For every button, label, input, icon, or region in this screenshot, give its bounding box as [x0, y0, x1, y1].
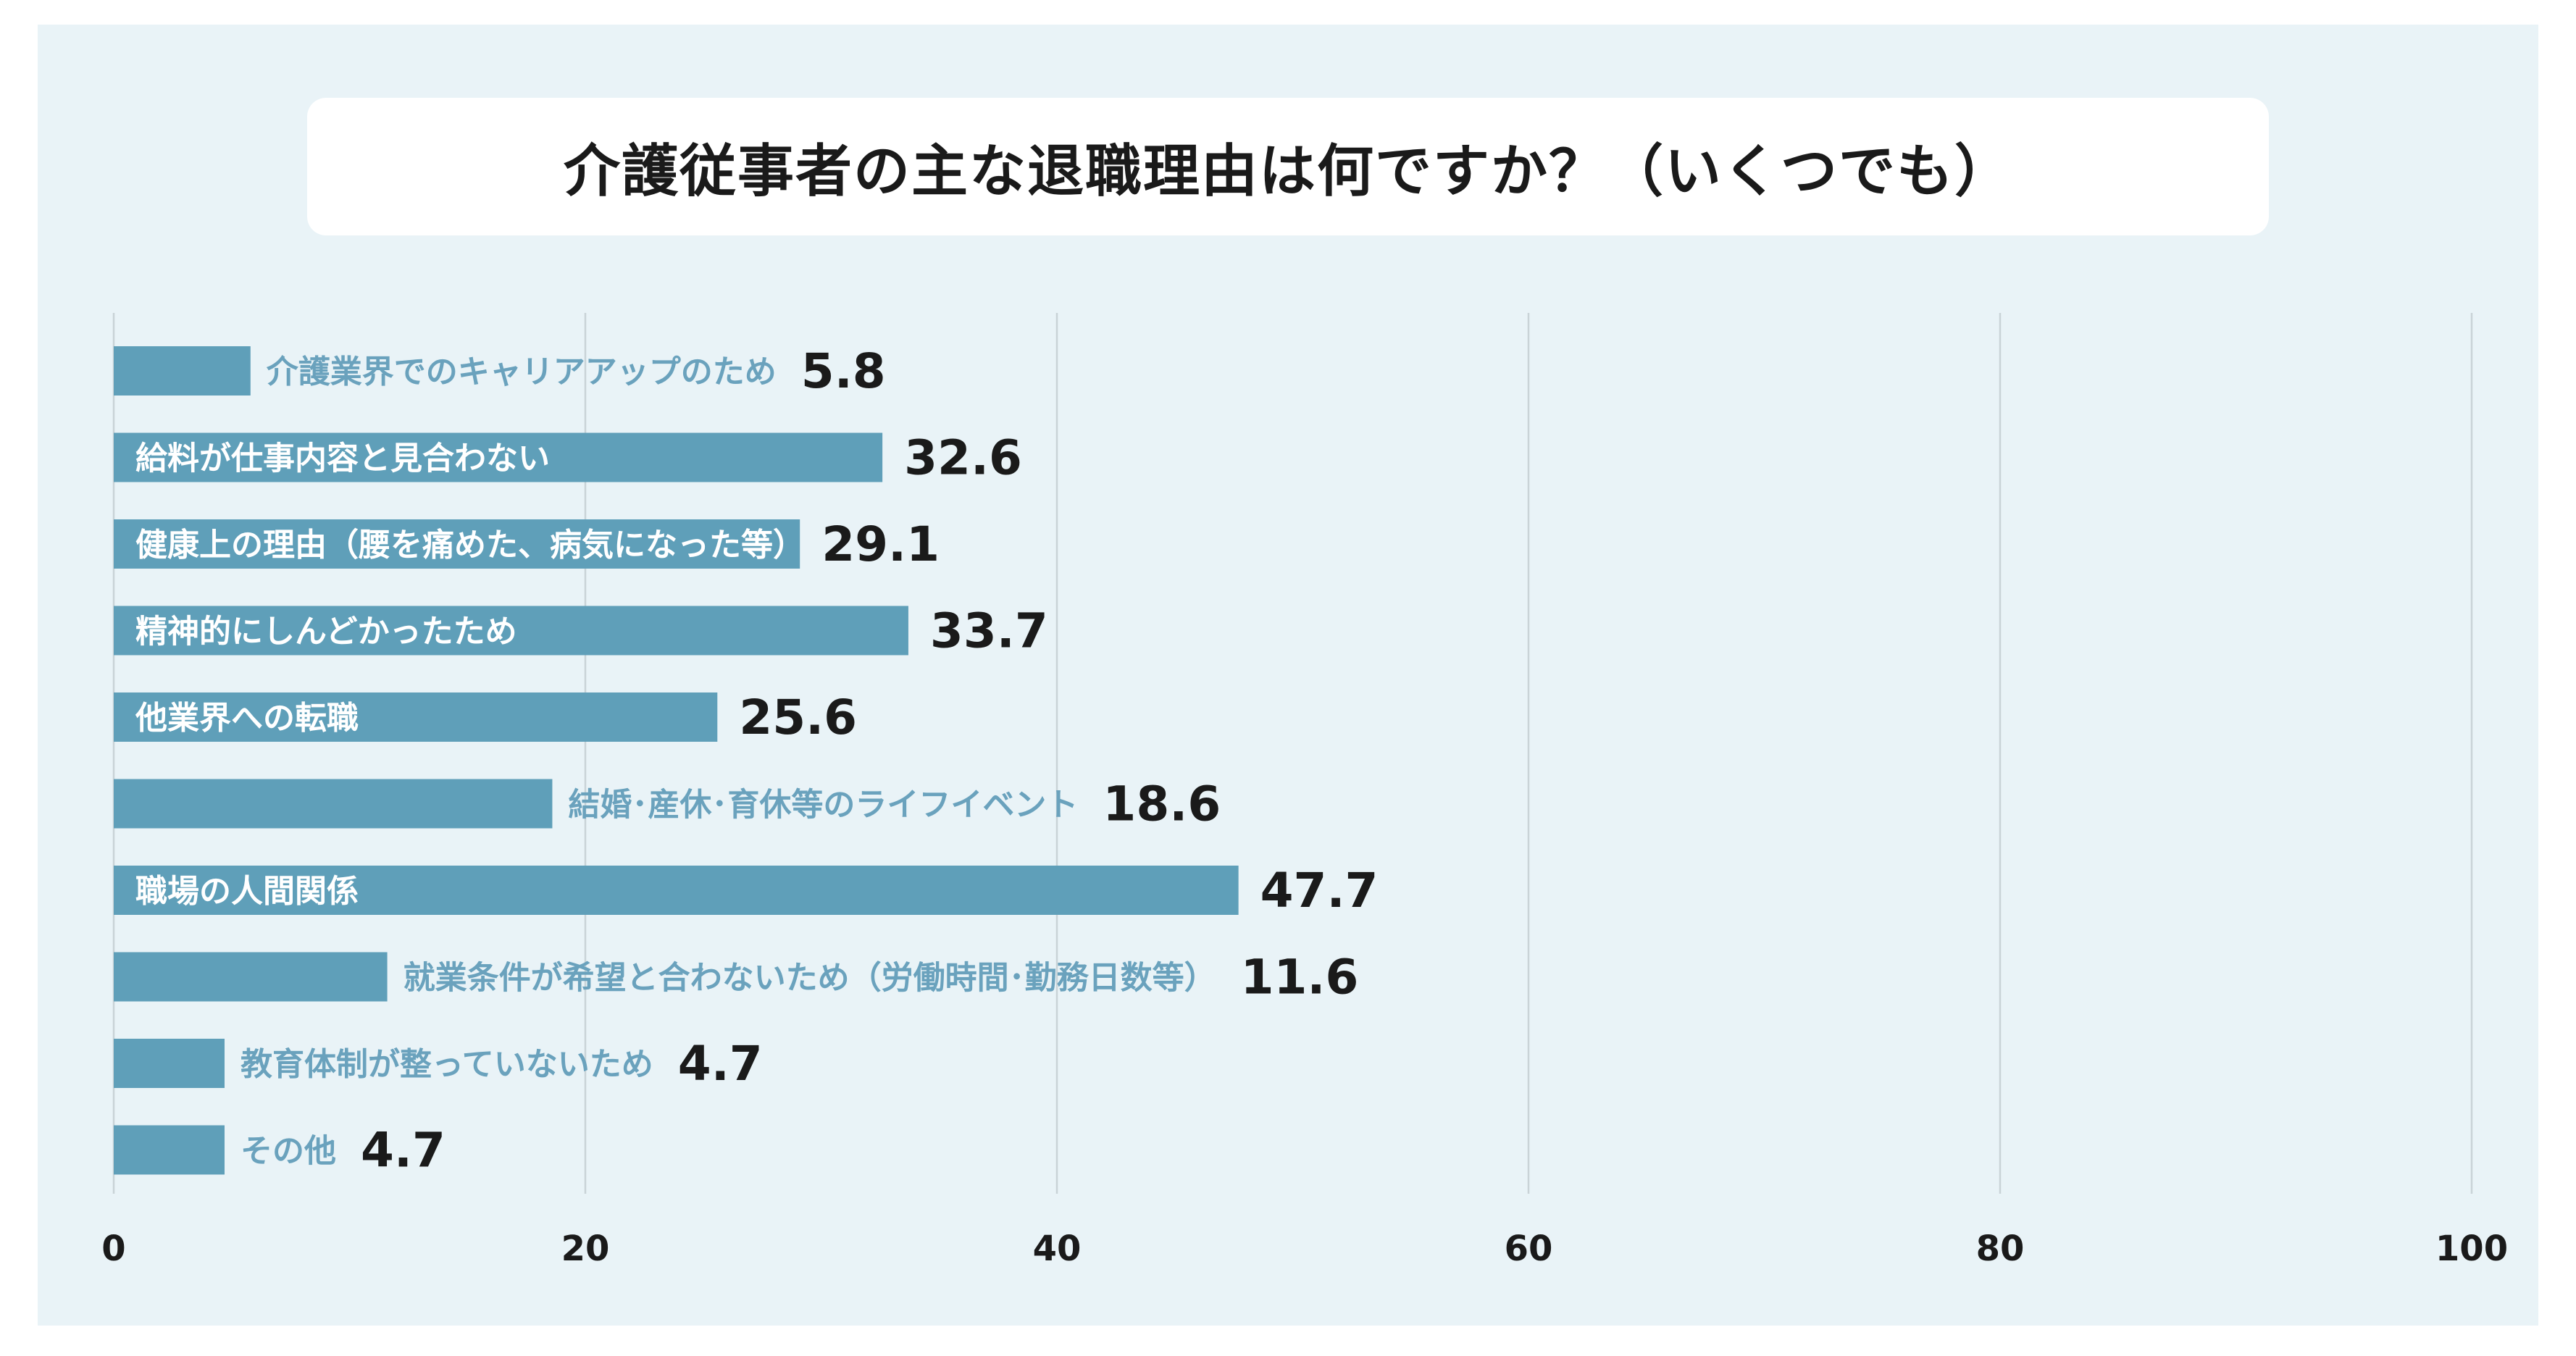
bar — [114, 346, 251, 396]
value-label: 47.7 — [1260, 863, 1379, 918]
bar — [114, 779, 553, 829]
bar — [114, 1039, 225, 1088]
value-label: 18.6 — [1103, 777, 1221, 832]
category-label: その他 — [241, 1133, 336, 1170]
value-label: 25.6 — [739, 690, 857, 745]
x-tick-label: 40 — [1033, 1229, 1082, 1269]
bar — [114, 1125, 225, 1175]
x-tick-label: 0 — [101, 1229, 125, 1269]
value-label: 5.8 — [801, 343, 886, 399]
value-label: 11.6 — [1241, 950, 1359, 1005]
bar — [114, 606, 908, 656]
bar — [114, 519, 800, 569]
x-tick-label: 60 — [1505, 1229, 1553, 1269]
x-tick-label: 80 — [1976, 1229, 2025, 1269]
value-label: 29.1 — [821, 516, 940, 572]
category-label: 健康上の理由（腰を痛めた、病気になった等） — [135, 527, 805, 564]
category-label: 職場の人間関係 — [135, 873, 359, 910]
bar — [114, 866, 1239, 915]
bar — [114, 692, 718, 742]
category-label: 他業界への転職 — [135, 700, 359, 737]
value-label: 32.6 — [904, 430, 1022, 486]
chart-title: 介護従事者の主な退職理由は何ですか？（いくつでも） — [563, 139, 2012, 204]
value-label: 4.7 — [678, 1036, 763, 1092]
chart-panel — [38, 25, 2538, 1326]
category-label: 就業条件が希望と合わないため（労働時間･勤務日数等） — [403, 960, 1216, 997]
x-tick-label: 20 — [561, 1229, 610, 1269]
category-label: 教育体制が整っていないため — [241, 1046, 653, 1083]
category-label: 精神的にしんどかったため — [135, 614, 517, 650]
x-tick-label: 100 — [2435, 1229, 2508, 1269]
title-box: 介護従事者の主な退職理由は何ですか？（いくつでも） — [307, 98, 2269, 235]
value-label: 4.7 — [361, 1123, 446, 1179]
category-label: 介護業界でのキャリアアップのため — [267, 353, 777, 390]
value-label: 33.7 — [930, 603, 1048, 659]
bar — [114, 432, 883, 482]
category-label: 結婚･産休･育休等のライフイベント — [568, 787, 1078, 824]
category-label: 給料が仕事内容と見合わない — [135, 440, 550, 477]
bar — [114, 952, 388, 1002]
